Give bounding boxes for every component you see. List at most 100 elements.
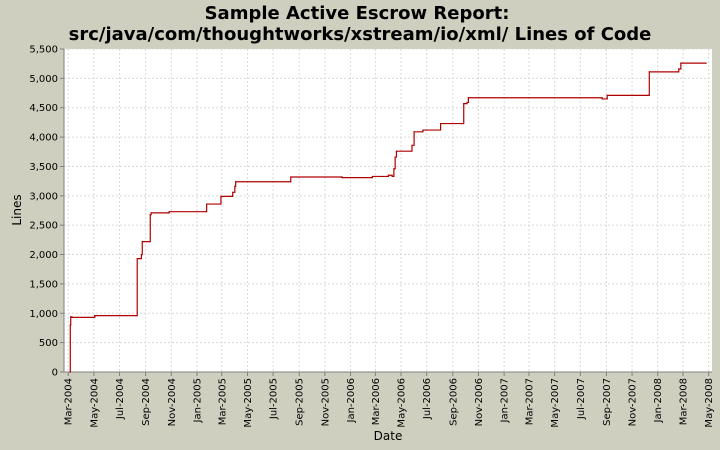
x-tick-label: Nov-2007 <box>628 378 639 426</box>
chart-title-line2: src/java/com/thoughtworks/xstream/io/xml… <box>69 24 652 45</box>
data-point <box>439 129 441 131</box>
x-tick-label: May-2007 <box>550 378 561 428</box>
x-tick-label: Jan-2006 <box>346 378 357 423</box>
data-point <box>206 203 208 205</box>
data-point <box>462 122 464 125</box>
data-point <box>150 212 152 214</box>
y-tick-label: 5,500 <box>29 45 58 56</box>
x-tick-label: May-2004 <box>89 378 100 428</box>
x-tick-label: May-2006 <box>397 378 408 428</box>
data-point <box>69 324 71 326</box>
data-point <box>394 156 396 158</box>
x-tick-label: Jul-2007 <box>576 378 587 420</box>
data-point <box>93 316 95 318</box>
x-tick-label: Mar-2006 <box>371 378 382 425</box>
data-point <box>234 185 236 188</box>
x-axis-ticks: Mar-2004 May-2004 Jul-2004 Sep-2004 Nov-2004… <box>64 372 715 428</box>
y-tick-label: 5,000 <box>29 74 58 85</box>
x-tick-label: Mar-2008 <box>678 378 689 425</box>
data-point <box>232 191 234 193</box>
data-point <box>70 316 72 318</box>
series-group <box>69 62 707 373</box>
y-axis-ticks: 0 500 1,000 1,500 2,000 2,500 3,000 3,500 4,000 4… <box>29 45 64 379</box>
y-tick-label: 3,000 <box>29 191 58 202</box>
data-point <box>148 241 151 243</box>
x-tick-label: Sep-2006 <box>448 378 459 426</box>
data-point <box>220 195 222 198</box>
data-point <box>466 101 468 104</box>
x-axis-label: Date <box>374 429 403 443</box>
data-point <box>235 181 237 183</box>
data-point <box>71 316 73 318</box>
data-point <box>467 97 469 99</box>
y-tick-label: 1,000 <box>29 309 58 320</box>
data-point <box>605 98 607 100</box>
y-tick-label: 4,000 <box>29 133 58 144</box>
data-point <box>340 176 342 178</box>
x-tick-label: Sep-2007 <box>602 378 613 426</box>
x-tick-label: Nov-2005 <box>320 378 331 426</box>
data-point <box>393 168 395 170</box>
data-point <box>395 150 398 152</box>
data-point <box>205 211 207 213</box>
data-point <box>439 122 442 125</box>
y-tick-label: 3,500 <box>29 162 58 173</box>
x-tick-label: Jan-2005 <box>192 378 203 423</box>
data-point <box>167 212 169 214</box>
data-point <box>676 71 678 73</box>
data-point <box>648 71 650 73</box>
y-tick-label: 2,500 <box>29 221 58 232</box>
data-point <box>370 177 373 179</box>
data-point <box>600 97 602 99</box>
data-point <box>290 176 292 178</box>
data-point <box>149 214 151 216</box>
x-tick-label: Nov-2006 <box>474 378 485 426</box>
chart-title-line1: Sample Active Escrow Report: <box>205 3 510 24</box>
data-point <box>411 144 413 146</box>
data-point <box>371 175 374 178</box>
gridlines <box>64 48 712 372</box>
data-point <box>422 129 424 131</box>
data-point <box>391 175 393 178</box>
data-point <box>705 62 707 64</box>
plot-area <box>64 49 712 372</box>
data-point <box>421 131 423 133</box>
data-point <box>678 68 680 70</box>
data-point <box>341 177 343 179</box>
data-point <box>647 94 650 96</box>
data-point <box>606 94 608 96</box>
data-point <box>387 174 390 176</box>
x-tick-label: Nov-2004 <box>167 378 178 426</box>
data-point <box>219 203 221 205</box>
data-point <box>413 131 415 133</box>
x-tick-label: Mar-2004 <box>64 378 75 425</box>
y-tick-label: 2,000 <box>29 250 58 261</box>
x-tick-label: Mar-2005 <box>217 378 228 425</box>
data-point <box>410 150 412 152</box>
data-point <box>386 175 389 178</box>
data-point <box>289 181 291 183</box>
data-point <box>168 211 170 213</box>
y-tick-label: 4,500 <box>29 103 58 114</box>
data-point <box>141 241 143 243</box>
data-point <box>69 371 71 373</box>
data-point <box>135 315 137 317</box>
data-point <box>601 98 603 100</box>
x-tick-label: Sep-2004 <box>141 378 152 426</box>
data-point <box>94 315 96 317</box>
x-tick-label: May-2008 <box>704 378 715 428</box>
x-tick-label: Jul-2006 <box>422 378 433 420</box>
data-point <box>231 195 233 198</box>
data-point <box>463 103 465 105</box>
data-point <box>680 62 682 64</box>
x-tick-label: Jul-2004 <box>115 378 126 420</box>
y-tick-label: 0 <box>52 368 58 379</box>
x-tick-label: Jul-2005 <box>269 378 280 420</box>
x-tick-label: Jan-2008 <box>653 378 664 423</box>
y-axis-label: Lines <box>10 194 24 225</box>
data-point <box>139 258 142 260</box>
data-point <box>140 253 143 256</box>
x-tick-label: Jan-2007 <box>500 378 511 423</box>
x-tick-label: Mar-2007 <box>524 378 535 425</box>
